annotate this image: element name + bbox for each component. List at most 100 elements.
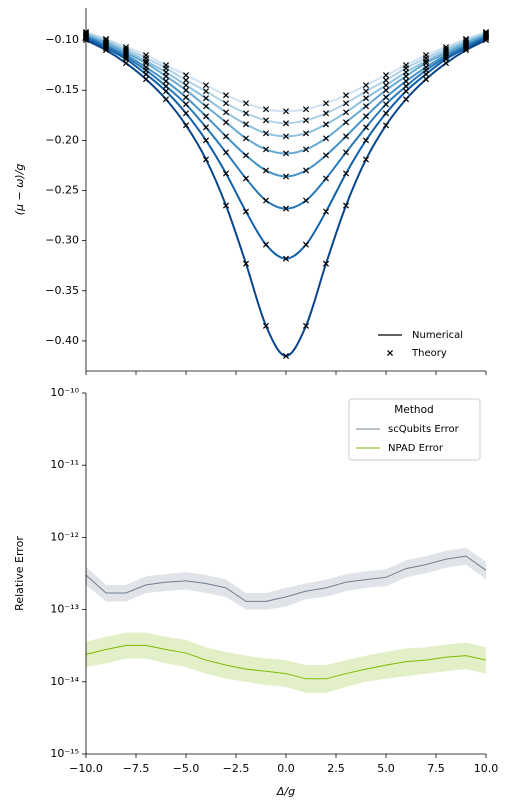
theory-marker (162, 83, 170, 90)
series-line (85, 31, 487, 113)
theory-marker (142, 58, 150, 65)
theory-marker (262, 197, 270, 204)
error-band (86, 632, 486, 693)
theory-marker (202, 137, 210, 144)
theory-marker (262, 130, 270, 137)
theory-marker (282, 133, 290, 140)
theory-marker (222, 149, 230, 156)
theory-marker (182, 77, 190, 84)
theory-marker (362, 113, 370, 120)
theory-marker (142, 76, 150, 83)
theory-marker (282, 173, 290, 180)
theory-marker (262, 241, 270, 248)
legend-marker-swatch (386, 349, 394, 357)
theory-marker (342, 133, 350, 140)
theory-marker (222, 202, 230, 209)
theory-marker (202, 95, 210, 102)
theory-marker (182, 87, 190, 94)
theory-marker (282, 205, 290, 212)
theory-marker (422, 71, 430, 78)
theory-marker (302, 197, 310, 204)
theory-marker (102, 47, 110, 54)
theory-marker (382, 77, 390, 84)
legend-label: Theory (411, 348, 447, 359)
theory-marker (202, 82, 210, 89)
x-tick-label: 2.5 (327, 762, 345, 775)
theory-marker (122, 60, 130, 67)
theory-marker (402, 73, 410, 80)
y-axis-label: Relative Error (13, 536, 26, 611)
theory-marker (202, 103, 210, 110)
theory-marker (342, 92, 350, 99)
y-tick-label: −0.15 (45, 83, 79, 96)
error-band (86, 547, 486, 610)
theory-marker (262, 167, 270, 174)
theory-marker (282, 352, 290, 359)
x-tick-label: −10.0 (69, 762, 103, 775)
theory-marker (262, 146, 270, 153)
theory-marker (242, 135, 250, 142)
series-line (85, 39, 487, 357)
series-line (85, 644, 487, 680)
theory-marker (202, 113, 210, 120)
theory-marker (442, 60, 450, 67)
theory-marker (162, 78, 170, 85)
legend-label: scQubits Error (388, 424, 460, 435)
theory-marker (342, 170, 350, 177)
theory-marker (282, 108, 290, 115)
theory-marker (242, 121, 250, 128)
theory-marker (222, 92, 230, 99)
theory-marker (162, 73, 170, 80)
theory-marker (182, 72, 190, 79)
theory-marker (322, 260, 330, 267)
legend-title: Method (394, 404, 433, 416)
theory-marker (302, 130, 310, 137)
theory-marker (302, 241, 310, 248)
theory-marker (382, 82, 390, 89)
theory-marker (422, 58, 430, 65)
theory-marker (482, 35, 490, 42)
theory-marker (322, 208, 330, 215)
theory-marker (342, 202, 350, 209)
theory-marker (462, 47, 470, 54)
theory-marker (322, 152, 330, 159)
theory-marker (342, 119, 350, 126)
theory-marker (262, 322, 270, 329)
theory-marker (182, 82, 190, 89)
theory-marker (362, 137, 370, 144)
y-tick-label: −0.40 (45, 334, 79, 347)
y-tick-label: −0.20 (45, 133, 79, 146)
theory-marker (242, 175, 250, 182)
theory-marker (362, 95, 370, 102)
y-tick-label: −0.35 (45, 284, 79, 297)
series-line (85, 33, 487, 138)
theory-marker (322, 100, 330, 107)
theory-marker (442, 54, 450, 61)
theory-marker (182, 101, 190, 108)
y-tick-label: 10⁻¹⁵ (50, 747, 79, 760)
theory-marker (362, 82, 370, 89)
theory-marker (402, 78, 410, 85)
theory-marker (302, 117, 310, 124)
theory-marker (222, 119, 230, 126)
x-tick-label: −5.0 (173, 762, 200, 775)
y-axis-label: (μ − ω)/g (13, 164, 26, 216)
theory-marker (322, 121, 330, 128)
x-tick-label: 5.0 (377, 762, 395, 775)
theory-marker (182, 110, 190, 117)
theory-marker (242, 260, 250, 267)
x-tick-label: −7.5 (123, 762, 150, 775)
theory-marker (202, 156, 210, 163)
theory-marker (382, 110, 390, 117)
y-tick-label: 10⁻¹² (50, 530, 79, 543)
theory-marker (342, 109, 350, 116)
theory-marker (222, 133, 230, 140)
theory-marker (382, 87, 390, 94)
theory-marker (262, 106, 270, 113)
theory-marker (142, 71, 150, 78)
theory-marker (282, 255, 290, 262)
legend-label: Numerical (412, 330, 463, 341)
theory-marker (162, 96, 170, 103)
y-tick-label: −0.10 (45, 33, 79, 46)
theory-marker (382, 122, 390, 129)
